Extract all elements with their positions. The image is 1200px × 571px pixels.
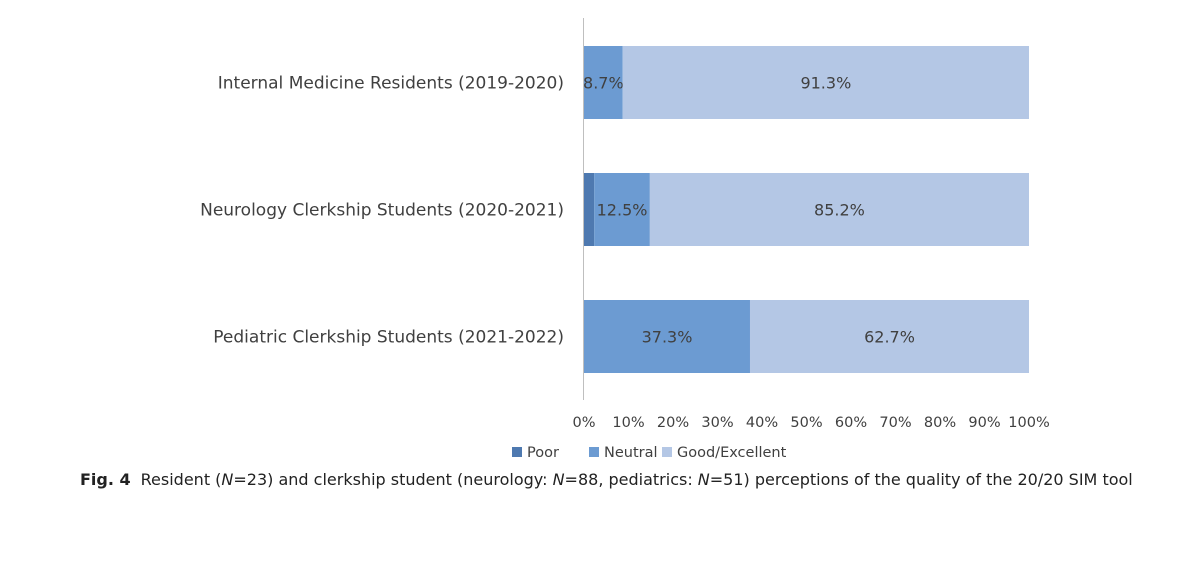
bar-neutral-1 <box>594 173 650 246</box>
legend-label: Good/Excellent <box>677 445 787 461</box>
bar-good-excellent-2 <box>749 300 1029 373</box>
figure-caption: Fig. 4 Resident (N=23) and clerkship stud… <box>80 470 1180 489</box>
legend-swatch-good-excellent <box>662 447 672 457</box>
caption-segment: =88, pediatrics: <box>564 470 698 489</box>
legend-label: Poor <box>527 445 559 461</box>
x-tick-label: 20% <box>657 415 689 431</box>
bar-good-excellent-1 <box>649 173 1029 246</box>
caption-segment: N <box>221 470 234 489</box>
x-tick-label: 80% <box>924 415 956 431</box>
caption-segment: =51) perceptions of the quality of the 2… <box>709 470 1133 489</box>
figure-label: Fig. 4 <box>80 470 131 489</box>
x-tick-label: 10% <box>612 415 644 431</box>
legend-label: Neutral <box>604 445 658 461</box>
legend-swatch-poor <box>512 447 522 457</box>
bar-neutral-2 <box>584 300 750 373</box>
bar-poor-1 <box>584 173 595 246</box>
data-label: 8.7% <box>583 74 624 93</box>
category-label: Internal Medicine Residents (2019-2020) <box>218 74 564 94</box>
x-tick-label: 90% <box>968 415 1000 431</box>
x-tick-label: 0% <box>572 415 595 431</box>
data-label: 37.3% <box>642 328 693 347</box>
legend-swatch-neutral <box>589 447 599 457</box>
x-tick-label: 60% <box>835 415 867 431</box>
category-label: Pediatric Clerkship Students (2021-2022) <box>213 328 564 348</box>
data-label: 12.5% <box>597 201 648 220</box>
x-tick-label: 30% <box>701 415 733 431</box>
x-tick-label: 70% <box>879 415 911 431</box>
caption-segment: N <box>552 470 565 489</box>
x-tick-label: 50% <box>790 415 822 431</box>
x-tick-label: 40% <box>746 415 778 431</box>
data-label: 62.7% <box>864 328 915 347</box>
data-label: 85.2% <box>814 201 865 220</box>
bar-good-excellent-0 <box>622 46 1029 119</box>
stacked-bar-chart: 8.7% 91.3% Internal Medicine Residents (20… <box>200 18 1050 461</box>
caption-segment: N <box>697 470 710 489</box>
category-label: Neurology Clerkship Students (2020-2021) <box>200 201 564 221</box>
caption-segment: Resident ( <box>140 470 222 489</box>
bar-neutral-0 <box>584 46 623 119</box>
caption-text: Resident (N=23) and clerkship student (n… <box>141 470 1133 489</box>
caption-segment: =23) and clerkship student (neurology: <box>233 470 553 489</box>
x-tick-label: 100% <box>1008 415 1049 431</box>
data-label: 91.3% <box>800 74 851 93</box>
